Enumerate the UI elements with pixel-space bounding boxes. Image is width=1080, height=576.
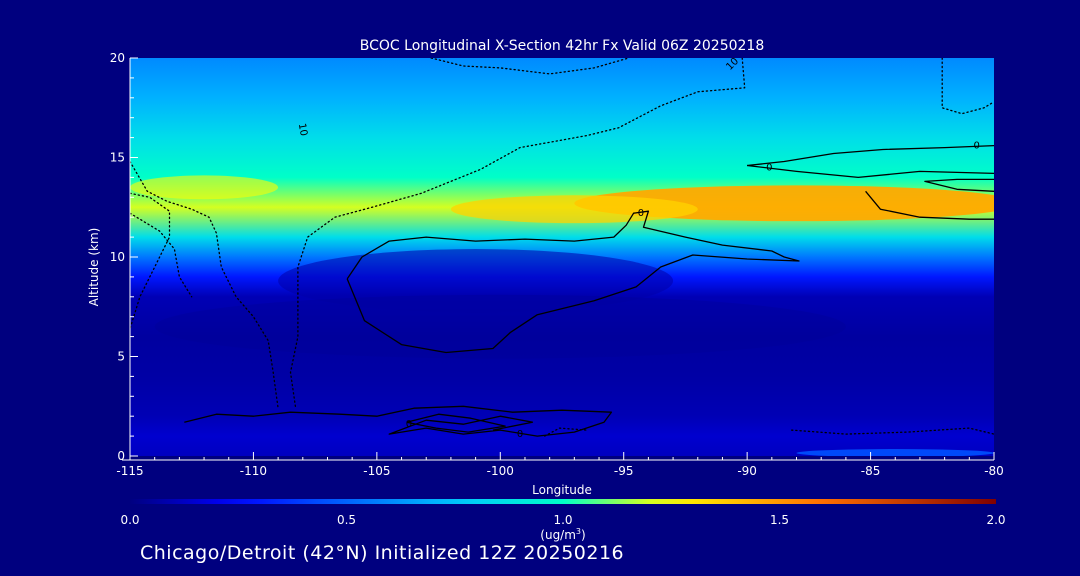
contour-label-3: 0 (974, 141, 980, 152)
field-overlays (130, 175, 994, 456)
contour-label-4: 0 (638, 208, 644, 219)
x-tick-label: -110 (240, 464, 267, 478)
x-axis: -115 -110 -105 -100 -95 -90 -85 -80 (116, 452, 1004, 478)
x-tick-label: -115 (116, 464, 143, 478)
yellow-core-west (130, 175, 279, 200)
contour-dotted-12 (941, 58, 994, 115)
contour-dotted-10 (130, 212, 193, 298)
x-tick-label: -100 (487, 464, 514, 478)
y-axis: 0 5 10 15 20 (110, 51, 138, 463)
surface-hotspot (796, 449, 994, 456)
colorbar-scale (130, 499, 996, 504)
contour-dotted-11 (289, 58, 746, 407)
midlevel-low-band (154, 294, 846, 359)
contour-lines (130, 58, 994, 437)
colorbar-tick-label: 0.5 (337, 513, 356, 527)
unit-close: ) (581, 528, 586, 542)
chart-title: BCOC Longitudinal X-Section 42hr Fx Vali… (360, 38, 764, 54)
y-tick-label: 0 (117, 449, 125, 463)
x-tick-label: -90 (737, 464, 757, 478)
colorbar-tick-label: 0.0 (120, 513, 139, 527)
clean-air-pocket (278, 249, 674, 313)
x-tick-label: -80 (984, 464, 1004, 478)
y-tick-label: 15 (110, 151, 125, 165)
contour-solid-1 (747, 144, 994, 167)
contour-dotted-13 (790, 427, 994, 435)
contour-solid-0 (346, 210, 800, 354)
contour-solid-4 (924, 178, 994, 192)
contour-solid-5 (184, 405, 613, 437)
contour-dotted-7 (130, 160, 279, 409)
colorbar-tick-label: 2.0 (986, 513, 1005, 527)
colorbar-ticks: 0.0 0.5 1.0 1.5 2.0 (120, 513, 1005, 527)
contour-label-5: 0 (406, 419, 412, 430)
contour-label-2: 0 (766, 162, 772, 173)
x-tick-label: -105 (363, 464, 390, 478)
colorbar-tick-label: 1.0 (553, 513, 572, 527)
yellow-core-central (450, 195, 698, 224)
x-tick-label: -95 (614, 464, 634, 478)
y-tick-label: 10 (110, 250, 125, 264)
x-tick-label: -85 (861, 464, 881, 478)
colorbar: 0.0 0.5 1.0 1.5 2.0 (ug/m3) (120, 499, 1006, 542)
y-tick-label: 5 (117, 350, 125, 364)
colorbar-tick-label: 1.5 (770, 513, 789, 527)
x-axis-label: Longitude (532, 483, 592, 497)
y-axis-label: Altitude (km) (87, 228, 101, 307)
contour-solid-3 (865, 190, 994, 220)
run-info-footer: Chicago/Detroit (42°N) Initialized 12Z 2… (140, 542, 625, 564)
contour-dotted-14 (544, 427, 588, 437)
y-tick-label: 20 (110, 51, 125, 65)
unit-text: (ug/m (540, 528, 576, 542)
colorbar-unit-label: (ug/m3) (540, 527, 585, 542)
contour-label-6: 0 (517, 429, 523, 440)
contour-solid-2 (747, 164, 994, 179)
unit-superscript: 3 (576, 527, 581, 536)
contour-label-0: 10 (296, 123, 309, 137)
contour-solid-6 (406, 413, 506, 433)
